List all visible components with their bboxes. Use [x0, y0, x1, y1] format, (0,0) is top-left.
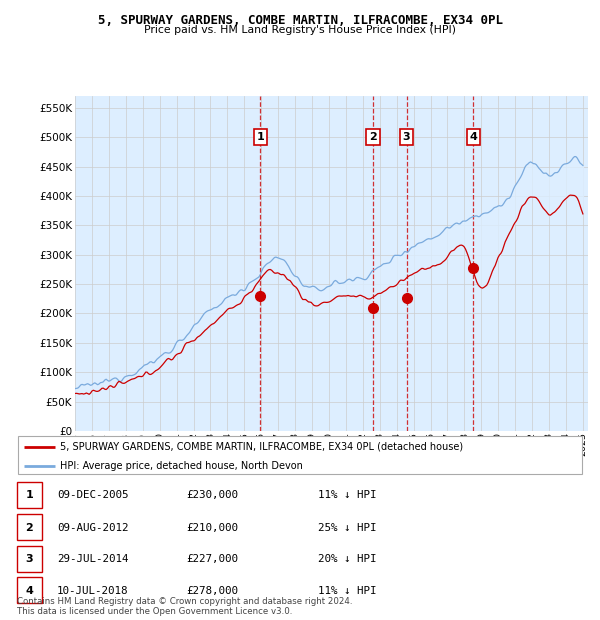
- Text: HPI: Average price, detached house, North Devon: HPI: Average price, detached house, Nort…: [60, 461, 303, 471]
- Text: 1: 1: [26, 490, 33, 500]
- Text: 11% ↓ HPI: 11% ↓ HPI: [318, 490, 377, 500]
- Text: Contains HM Land Registry data © Crown copyright and database right 2024.: Contains HM Land Registry data © Crown c…: [17, 597, 352, 606]
- Text: 2: 2: [26, 523, 33, 533]
- Text: 10-JUL-2018: 10-JUL-2018: [57, 586, 128, 596]
- Text: £278,000: £278,000: [186, 586, 238, 596]
- Text: 3: 3: [403, 132, 410, 142]
- Text: 25% ↓ HPI: 25% ↓ HPI: [318, 523, 377, 533]
- Text: Price paid vs. HM Land Registry's House Price Index (HPI): Price paid vs. HM Land Registry's House …: [144, 25, 456, 35]
- Text: 4: 4: [469, 132, 478, 142]
- Text: 11% ↓ HPI: 11% ↓ HPI: [318, 586, 377, 596]
- Text: 5, SPURWAY GARDENS, COMBE MARTIN, ILFRACOMBE, EX34 0PL (detached house): 5, SPURWAY GARDENS, COMBE MARTIN, ILFRAC…: [60, 441, 463, 451]
- Text: 09-AUG-2012: 09-AUG-2012: [57, 523, 128, 533]
- Text: £210,000: £210,000: [186, 523, 238, 533]
- Text: 29-JUL-2014: 29-JUL-2014: [57, 554, 128, 564]
- Text: 4: 4: [25, 586, 34, 596]
- Text: 09-DEC-2005: 09-DEC-2005: [57, 490, 128, 500]
- Text: 1: 1: [256, 132, 264, 142]
- Text: 5, SPURWAY GARDENS, COMBE MARTIN, ILFRACOMBE, EX34 0PL: 5, SPURWAY GARDENS, COMBE MARTIN, ILFRAC…: [97, 14, 503, 27]
- Text: 3: 3: [26, 554, 33, 564]
- FancyBboxPatch shape: [18, 436, 582, 474]
- Text: 20% ↓ HPI: 20% ↓ HPI: [318, 554, 377, 564]
- Text: £230,000: £230,000: [186, 490, 238, 500]
- Text: £227,000: £227,000: [186, 554, 238, 564]
- Text: 2: 2: [369, 132, 377, 142]
- Text: This data is licensed under the Open Government Licence v3.0.: This data is licensed under the Open Gov…: [17, 606, 292, 616]
